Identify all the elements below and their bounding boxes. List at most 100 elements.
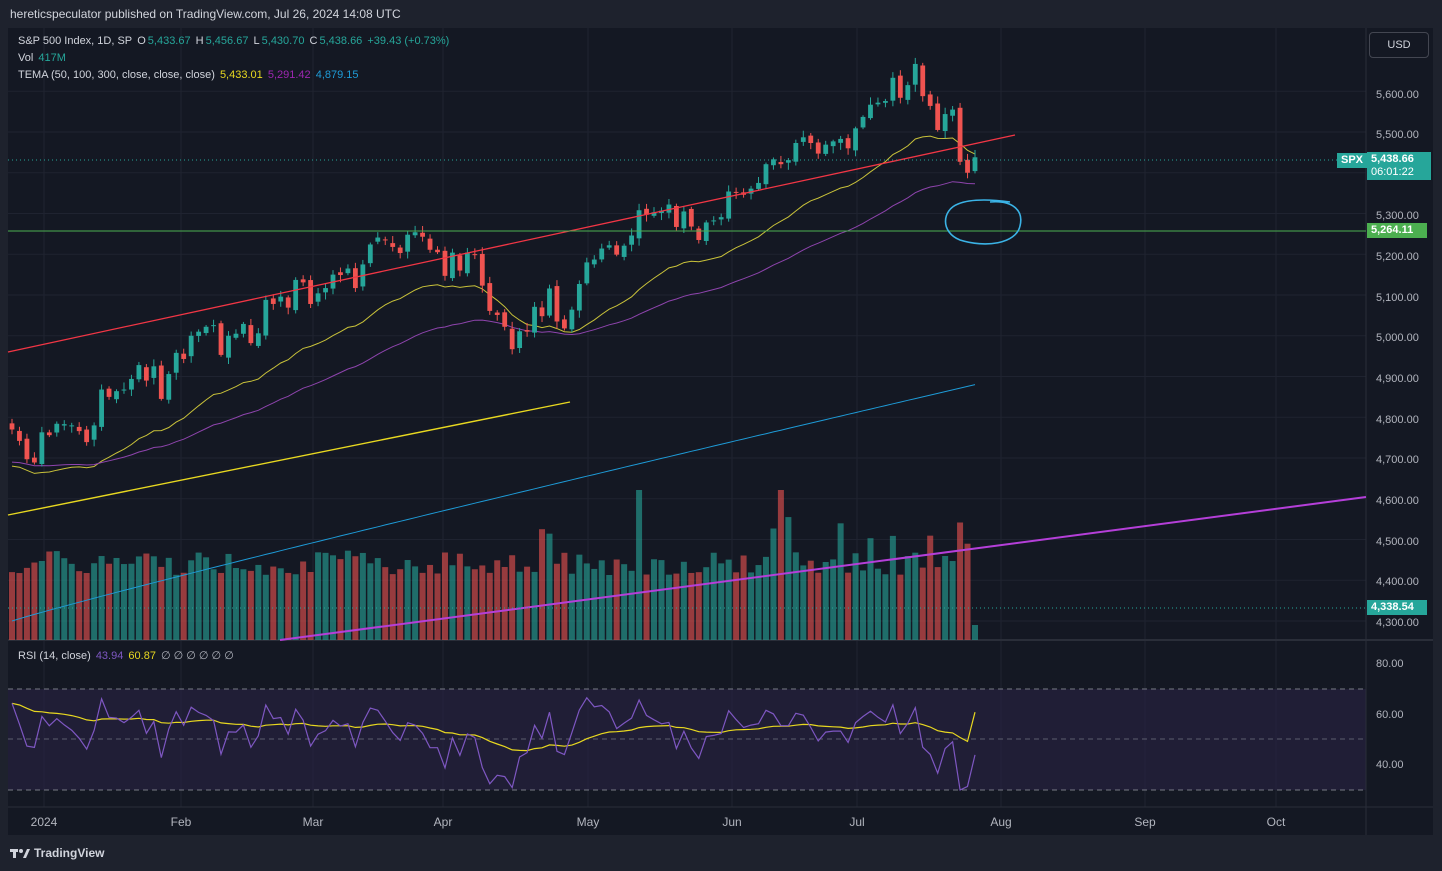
- volume-bar: [949, 561, 956, 640]
- price-tick: 5,500.00: [1376, 129, 1419, 141]
- volume-bar: [150, 556, 157, 640]
- candle-body: [427, 238, 433, 250]
- currency-button[interactable]: USD: [1369, 32, 1429, 58]
- tema1-value: 5,433.01: [219, 69, 263, 81]
- volume-bar: [359, 552, 366, 640]
- tema-50-line: [11, 135, 976, 474]
- circle-annotation[interactable]: [944, 199, 1022, 245]
- legend-tema[interactable]: TEMA (50, 100, 300, close, close, close)…: [18, 69, 361, 81]
- candle-body: [405, 234, 411, 252]
- candle-body: [54, 423, 60, 433]
- candle-body: [278, 296, 284, 302]
- candle-body: [890, 77, 896, 101]
- candle-body: [756, 182, 761, 189]
- candle-body: [450, 252, 455, 279]
- time-label: Oct: [1267, 815, 1286, 829]
- candle-body: [718, 217, 724, 220]
- candle-body: [845, 138, 851, 149]
- candle-body: [532, 306, 537, 333]
- candle-body: [808, 135, 814, 144]
- price-tick: 5,600.00: [1376, 89, 1419, 101]
- candle-body: [233, 333, 239, 338]
- volume-bar: [210, 569, 217, 640]
- tema-label: TEMA (50, 100, 300, close, close, close): [18, 69, 215, 81]
- volume-bar: [240, 569, 247, 640]
- rsi-tick: 40.00: [1376, 759, 1404, 771]
- rsi-extra-values: ∅ ∅ ∅ ∅ ∅ ∅: [161, 650, 234, 662]
- candle-body: [524, 330, 530, 332]
- candle-body: [300, 279, 306, 283]
- volume-bar: [83, 573, 90, 640]
- legend-symbol: S&P 500 Index, 1D, SP: [18, 35, 133, 47]
- candle-body: [920, 65, 926, 97]
- legend-ohlc[interactable]: S&P 500 Index, 1D, SP O 5,433.67 H 5,456.6…: [18, 35, 451, 47]
- volume-bar: [53, 551, 60, 640]
- close-label: C: [309, 35, 318, 47]
- legend-rsi[interactable]: RSI (14, close) 43.94 60.87 ∅ ∅ ∅ ∅ ∅ ∅: [18, 649, 236, 662]
- volume-bar: [524, 566, 531, 640]
- volume-bar: [755, 565, 762, 640]
- candle-body: [547, 288, 552, 316]
- candle-body: [397, 247, 403, 254]
- candle-body: [293, 279, 299, 311]
- low-price-badge: 4,338.54: [1367, 600, 1427, 615]
- volume-bar: [98, 556, 105, 640]
- candle-body: [24, 438, 30, 460]
- volume-bar: [628, 570, 635, 640]
- candle-body: [860, 116, 866, 128]
- footer-brand[interactable]: TradingView: [10, 846, 104, 860]
- volume-bar: [651, 559, 657, 640]
- volume-bar: [344, 550, 351, 640]
- price-tick: 4,700.00: [1376, 454, 1419, 466]
- tema-100-line: [11, 181, 976, 467]
- red-trendline[interactable]: [7, 134, 1016, 353]
- volume-bar: [255, 564, 262, 640]
- candle-body: [345, 268, 351, 274]
- volume-bar: [904, 556, 911, 640]
- volume-bar: [927, 535, 934, 640]
- legend-volume[interactable]: Vol 417M: [18, 52, 68, 64]
- volume-bar: [762, 556, 769, 640]
- purple-trendline[interactable]: [279, 496, 1367, 641]
- volume-bar: [404, 560, 411, 640]
- candle-body: [367, 244, 373, 264]
- volume-bar: [957, 522, 964, 640]
- volume-bar: [912, 552, 919, 640]
- volume-bar: [389, 574, 396, 640]
- volume-bar: [225, 553, 232, 640]
- vol-label: Vol: [18, 52, 34, 64]
- volume-bar: [882, 574, 889, 640]
- rsi-value: 43.94: [95, 650, 124, 662]
- vol-value: 417M: [38, 52, 66, 64]
- volume-bar: [636, 490, 643, 640]
- volume-bar: [456, 553, 463, 640]
- volume-bar: [23, 567, 30, 640]
- volume-bar: [300, 561, 307, 640]
- time-label: Aug: [990, 815, 1011, 829]
- price-tick: 5,300.00: [1376, 210, 1419, 222]
- volume-bar: [195, 552, 202, 640]
- candle-body: [644, 208, 649, 215]
- candle-body: [308, 280, 314, 304]
- tradingview-logo-icon: [10, 849, 30, 858]
- volume-bar: [643, 574, 650, 640]
- volume-bar: [942, 555, 949, 640]
- volume-bar: [322, 552, 329, 640]
- volume-bar: [546, 533, 553, 640]
- volume-bar: [860, 570, 867, 640]
- candle-body: [106, 388, 112, 397]
- brand-name: TradingView: [34, 846, 105, 860]
- time-label: Feb: [171, 815, 192, 829]
- yellow-trendline[interactable]: [7, 401, 571, 516]
- volume-bar: [68, 563, 75, 640]
- candle-body: [599, 248, 605, 260]
- volume-bar: [822, 562, 829, 640]
- rsi-tick: 60.00: [1376, 709, 1404, 721]
- volume-bar: [501, 566, 508, 640]
- volume-bar: [591, 568, 598, 640]
- candle-body: [203, 326, 209, 334]
- volume-bar: [218, 572, 225, 640]
- volume-bar: [31, 562, 38, 640]
- volume-bar: [583, 563, 590, 640]
